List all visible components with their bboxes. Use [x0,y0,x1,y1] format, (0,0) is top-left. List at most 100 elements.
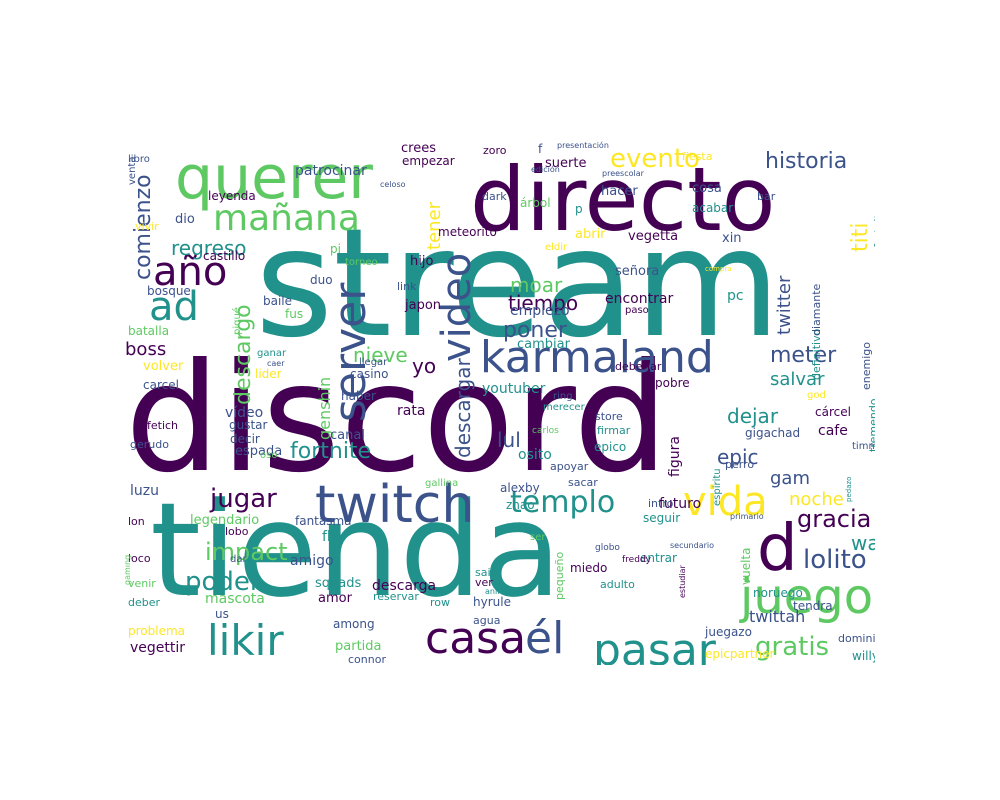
word-preescolar: preescolar [602,169,645,178]
word-carcel: cárcel [815,405,851,419]
word-gallina: gallina [425,478,458,489]
word-cloud-frame: stream discord tienda directo querer karmalan… [125,140,875,665]
word-arbol: árbol [520,196,551,210]
word-salvar: salvar [770,369,825,390]
word-descargar: descargar [451,358,475,458]
word-fb: fb [322,529,336,545]
word-empezar: empezar [402,154,455,168]
word-waifu: waifu [851,531,875,555]
word-problema: problema [128,624,185,638]
word-canal: canal [330,428,365,443]
word-lider: lider [255,367,282,381]
word-estudiar: estudiar [678,565,687,599]
word-firmar: firmar [597,424,631,437]
word-descargo: descargo [231,304,256,405]
word-titi: titi [848,223,873,252]
word-gam: gam [770,468,810,489]
word-mascota: mascota [205,591,265,607]
word-espada: espada [235,444,282,459]
word-bosque: bosque [147,284,191,298]
word-d: d [757,512,798,586]
word-timmy: timmy [852,441,875,452]
word-juego: juego [739,569,873,625]
word-abrir: abrir [575,227,606,242]
word-partida: partida [335,639,382,654]
word-duo: duo [310,273,333,287]
word-noche: noche [789,489,844,510]
word-primario: primario [730,512,764,521]
word-pequeno: pequeño [553,552,566,600]
word-directo: directo [470,148,775,251]
word-video: video [434,253,480,362]
word-carlos: carlos [532,426,559,436]
word-venir: venir [128,577,156,590]
word-pique: piqué [231,307,243,335]
word-ganar: ganar [257,348,287,359]
word-lon: lon [128,515,145,528]
word-batalla: batalla [128,324,169,338]
word-p: p [575,202,583,216]
word-boss: boss [125,339,166,360]
word-secundario: secundario [670,541,714,550]
word-ring: ring [553,391,573,402]
word-fortnite: fortnite [290,439,371,464]
word-vuelta: vuelta [739,548,753,585]
word-volver: volver [143,359,184,374]
word-tener: tener [424,201,445,250]
word-legendario: legendario [190,513,259,528]
word-xin: xin [722,231,742,246]
word-sacar: sacar [568,476,598,489]
word-nieve: nieve [353,343,408,367]
word-llegar: llegar [359,357,388,368]
word-noruego: noruego [753,586,803,600]
word-link: link [397,280,417,293]
word-among: among [333,617,375,631]
word-yo: yo [412,354,436,378]
word-hacer: hacer [601,184,638,199]
word-historia: historia [765,149,847,174]
word-tendra: tendra [793,599,833,613]
word-moar: moar [510,273,563,297]
word-torneo: torneo [345,257,378,268]
word-jugar: jugar [209,484,277,514]
word-epic: epic [717,445,759,469]
word-agua: agua [473,614,500,627]
word-gratis: gratis [755,632,829,662]
word-dio: dio [175,212,195,227]
word-presentacion: presentación [557,140,609,150]
word-regreso: regreso [171,236,247,260]
word-casino: casino [350,367,388,381]
word-seguir: seguir [643,511,680,525]
word-pobre: pobre [655,376,690,390]
word-acabar: acabar [692,201,733,215]
word-amigo: amigo [290,553,334,569]
word-lobo: lobo [225,525,249,538]
word-vida: vida [683,479,768,525]
word-senora: señora [615,264,659,279]
word-intro: intro [648,497,674,510]
word-gaming: gaming [125,555,132,585]
word-figura: figura [667,436,683,477]
word-eldir: eldir [545,242,568,253]
word-amor: amor [318,591,353,606]
word-meteorito: meteorito [438,225,497,239]
word-deberiar: deberiar [615,360,662,373]
word-hijo: hijo [410,254,433,269]
word-japon: japon [404,298,441,313]
word-caer: caer [267,359,285,368]
word-f: f [538,142,543,156]
word-dar: dar [230,554,247,565]
word-youtuber: youtuber [482,381,546,397]
word-twittah: twittah [749,607,805,626]
word-tienda: tienda [150,474,562,626]
word-us: us [215,607,229,621]
word-globo: globo [595,543,620,553]
word-juegazo: juegazo [704,625,752,639]
word-miedo: miedo [570,561,607,575]
word-stream: stream [255,197,781,371]
word-encontrar: encontrar [605,291,673,307]
word-carcel: carcel [143,378,179,392]
word-loco: loco [128,552,151,565]
word-el: él [525,613,564,664]
